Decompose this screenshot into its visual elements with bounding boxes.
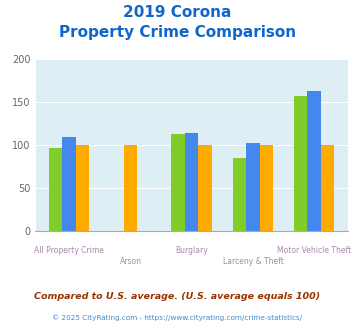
- Text: Arson: Arson: [119, 257, 141, 266]
- Bar: [124, 145, 137, 231]
- Bar: [49, 148, 62, 231]
- Bar: [246, 143, 260, 231]
- Bar: [294, 96, 307, 231]
- Text: All Property Crime: All Property Crime: [34, 247, 104, 255]
- Text: © 2025 CityRating.com - https://www.cityrating.com/crime-statistics/: © 2025 CityRating.com - https://www.city…: [53, 314, 302, 321]
- Bar: [307, 91, 321, 231]
- Text: Motor Vehicle Theft: Motor Vehicle Theft: [277, 247, 351, 255]
- Text: Property Crime Comparison: Property Crime Comparison: [59, 25, 296, 40]
- Bar: [62, 137, 76, 231]
- Bar: [321, 145, 334, 231]
- Bar: [76, 145, 89, 231]
- Bar: [198, 145, 212, 231]
- Text: Burglary: Burglary: [175, 247, 208, 255]
- Bar: [171, 134, 185, 231]
- Text: Compared to U.S. average. (U.S. average equals 100): Compared to U.S. average. (U.S. average …: [34, 292, 321, 301]
- Bar: [260, 145, 273, 231]
- Text: Larceny & Theft: Larceny & Theft: [223, 257, 283, 266]
- Bar: [233, 158, 246, 231]
- Bar: [185, 133, 198, 231]
- Text: 2019 Corona: 2019 Corona: [123, 5, 232, 20]
- Legend: Corona, California, National: Corona, California, National: [45, 326, 339, 330]
